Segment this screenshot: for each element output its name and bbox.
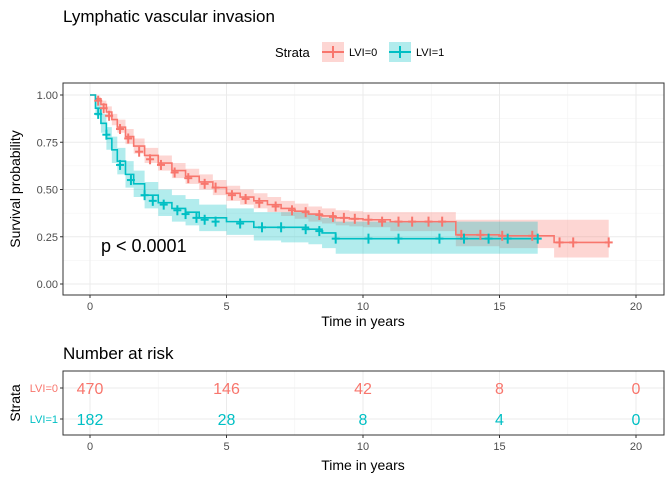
x-axis-title: Time in years [321, 313, 405, 329]
risk-x-tick-label: 0 [87, 441, 93, 453]
confidence-ribbons [90, 95, 609, 258]
ci-ribbon-lvi1 [90, 95, 538, 254]
risk-count: 182 [77, 412, 104, 429]
risk-row-label: LVI=0 [30, 383, 58, 395]
legend-label-lvi1: LVI=1 [416, 47, 444, 59]
risk-table-row-labels: LVI=0 LVI=1 [30, 383, 63, 426]
risk-table-gridlines [63, 371, 664, 435]
censor-marks [94, 95, 613, 248]
legend-title: Strata [275, 45, 310, 60]
legend-label-lvi0: LVI=0 [349, 47, 377, 59]
y-tick-label: 0.25 [37, 232, 58, 244]
risk-count: 470 [77, 381, 104, 398]
risk-x-axis-ticks: 0 5 10 15 20 [87, 435, 642, 453]
risk-table-title: Number at risk [63, 344, 174, 363]
risk-x-tick-label: 10 [357, 441, 369, 453]
risk-x-tick-label: 5 [223, 441, 229, 453]
chart-title: Lymphatic vascular invasion [63, 7, 275, 26]
x-tick-label: 10 [357, 301, 369, 313]
x-tick-label: 5 [223, 301, 229, 313]
y-tick-label: 1.00 [37, 90, 58, 102]
y-axis-ticks: 0.00 0.25 0.50 0.75 1.00 [37, 90, 63, 291]
y-tick-label: 0.75 [37, 137, 58, 149]
risk-x-tick-label: 20 [630, 441, 642, 453]
x-tick-label: 0 [87, 301, 93, 313]
risk-count: 0 [632, 381, 641, 398]
risk-count: 4 [495, 412, 504, 429]
y-axis-title: Survival probability [7, 130, 23, 248]
p-value-annotation: p < 0.0001 [101, 236, 187, 256]
risk-row-label: LVI=1 [30, 414, 58, 426]
risk-count: 0 [632, 412, 641, 429]
y-tick-label: 0.00 [37, 279, 58, 291]
risk-x-axis-title: Time in years [321, 457, 405, 473]
legend: Strata LVI=0 LVI=1 [275, 42, 444, 62]
risk-count: 8 [359, 412, 368, 429]
risk-table-values: 470 146 42 8 0 182 28 8 4 0 [77, 381, 641, 429]
risk-count: 28 [218, 412, 236, 429]
x-tick-label: 20 [630, 301, 642, 313]
x-tick-label: 15 [493, 301, 505, 313]
x-axis-ticks: 0 5 10 15 20 [87, 295, 642, 313]
risk-x-tick-label: 15 [493, 441, 505, 453]
risk-y-axis-title: Strata [7, 384, 23, 422]
y-tick-label: 0.50 [37, 185, 58, 197]
risk-count: 8 [495, 381, 504, 398]
risk-count: 146 [213, 381, 240, 398]
risk-count: 42 [354, 381, 372, 398]
